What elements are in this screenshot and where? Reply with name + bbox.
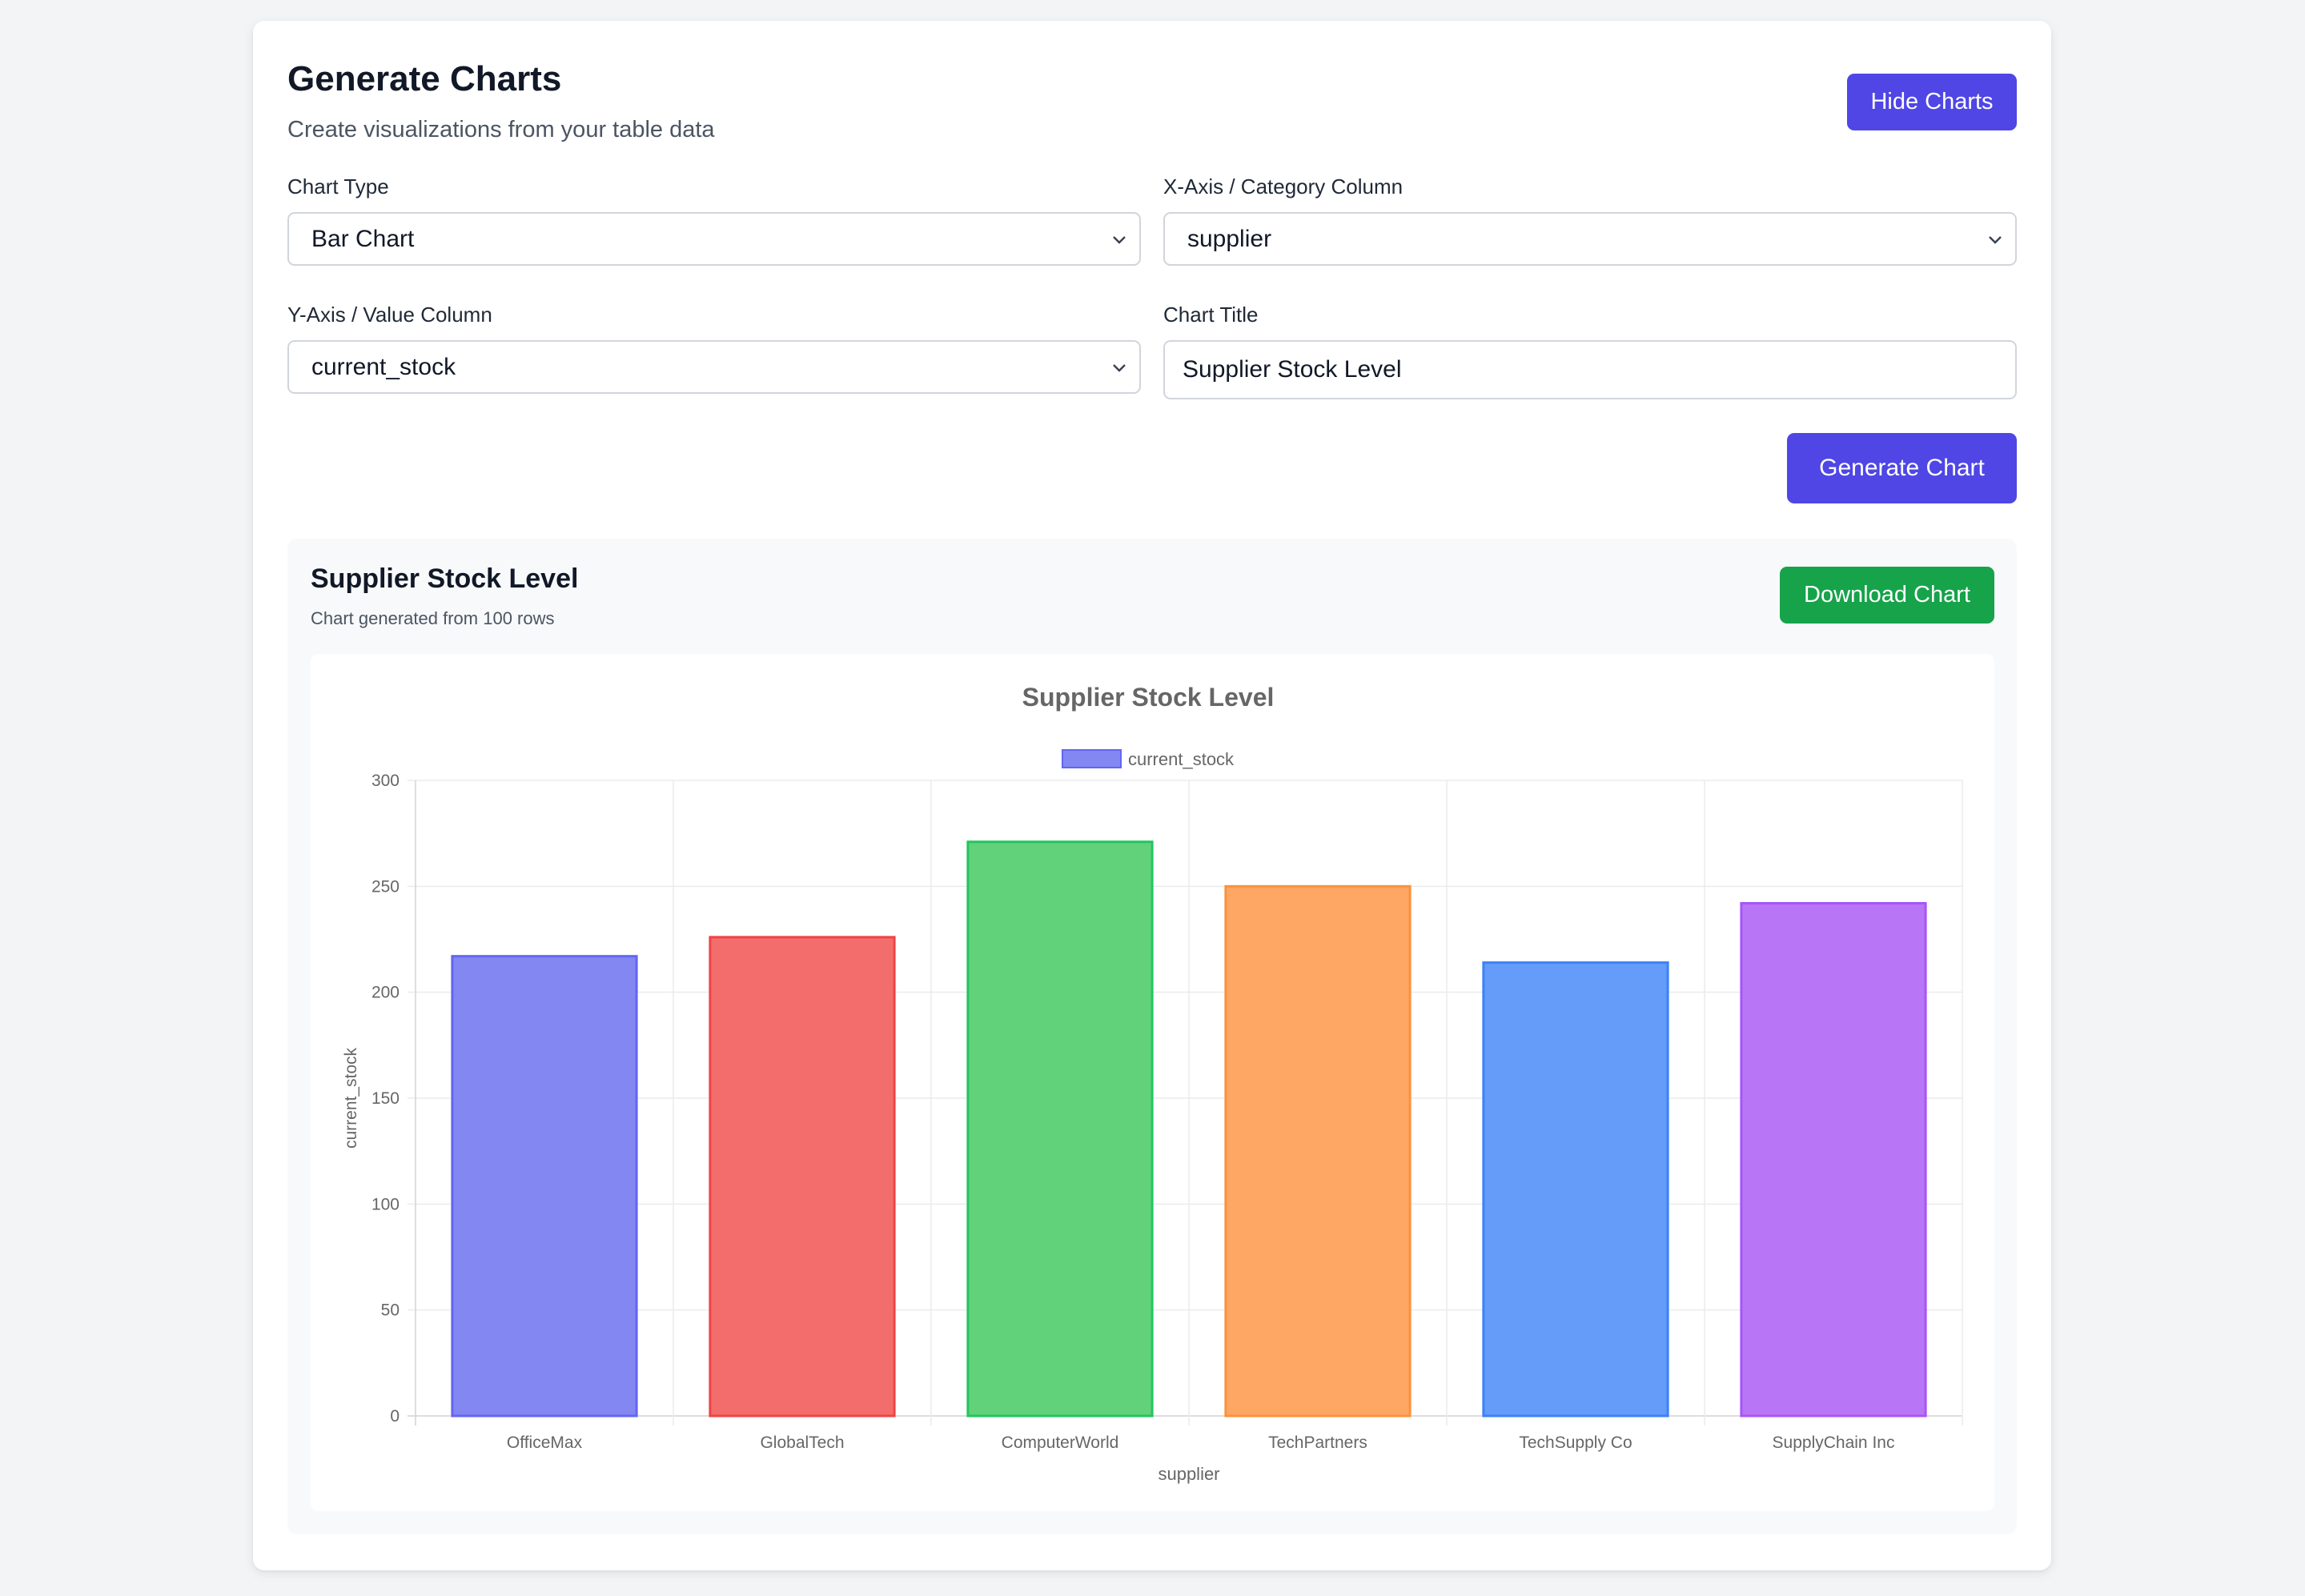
y-tick-label: 300: [371, 772, 400, 790]
page-subtitle: Create visualizations from your table da…: [287, 117, 715, 142]
legend-label: current_stock: [1128, 749, 1235, 769]
page-title: Generate Charts: [287, 59, 562, 98]
chart-title: Supplier Stock Level: [1022, 683, 1275, 712]
hide-charts-button[interactable]: Hide Charts: [1847, 74, 2017, 130]
x-axis-value: supplier: [1187, 225, 1272, 252]
chevron-down-icon: [1113, 363, 1126, 372]
chevron-down-icon: [1113, 235, 1126, 244]
x-tick-label: TechSupply Co: [1519, 1434, 1632, 1452]
y-tick-label: 100: [371, 1195, 400, 1213]
y-tick-label: 50: [381, 1301, 400, 1320]
chevron-down-icon: [1989, 235, 2002, 244]
chart-title-label: Chart Title: [1163, 303, 1259, 327]
y-axis-value: current_stock: [311, 353, 456, 380]
y-tick-label: 150: [371, 1089, 400, 1108]
x-axis-select[interactable]: supplier: [1163, 212, 2017, 266]
bar-techpartners[interactable]: [1224, 884, 1412, 1418]
x-axis-label: X-Axis / Category Column: [1163, 174, 1403, 198]
chart-container: Supplier Stock Level current_stock 0 50 10…: [311, 654, 1994, 1511]
bar-computerworld[interactable]: [966, 840, 1154, 1418]
chart-type-value: Bar Chart: [311, 225, 415, 252]
y-axis-title: current_stock: [342, 1047, 360, 1149]
chart-title-value: Supplier Stock Level: [1183, 356, 1402, 383]
y-tick-label: 200: [371, 984, 400, 1002]
chart-type-select[interactable]: Bar Chart: [287, 212, 1141, 266]
legend-swatch: [1062, 749, 1122, 768]
result-title: Supplier Stock Level: [311, 563, 579, 594]
x-tick-label: SupplyChain Inc: [1773, 1434, 1895, 1452]
x-tick-label: ComputerWorld: [1002, 1434, 1119, 1452]
bar-globaltech[interactable]: [709, 936, 896, 1418]
y-axis-select[interactable]: current_stock: [287, 340, 1141, 394]
generate-chart-button[interactable]: Generate Chart: [1787, 433, 2017, 503]
chart-type-label: Chart Type: [287, 174, 389, 198]
y-axis-label: Y-Axis / Value Column: [287, 303, 492, 327]
result-subtitle: Chart generated from 100 rows: [311, 608, 555, 628]
bar-supplychain-inc[interactable]: [1740, 902, 1927, 1418]
bar-officemax[interactable]: [451, 955, 638, 1418]
download-chart-button[interactable]: Download Chart: [1780, 567, 1994, 624]
bar-techsupply-co[interactable]: [1482, 961, 1669, 1418]
y-tick-label: 250: [371, 877, 400, 896]
y-tick-label: 0: [390, 1407, 400, 1426]
bar-chart: Supplier Stock Level current_stock 0 50 10…: [342, 683, 1963, 1484]
x-tick-label: OfficeMax: [507, 1434, 583, 1452]
x-tick-label: TechPartners: [1268, 1434, 1367, 1452]
x-tick-label: GlobalTech: [760, 1434, 844, 1452]
x-axis-title: supplier: [1158, 1464, 1219, 1484]
chart-title-input[interactable]: Supplier Stock Level: [1163, 340, 2017, 399]
